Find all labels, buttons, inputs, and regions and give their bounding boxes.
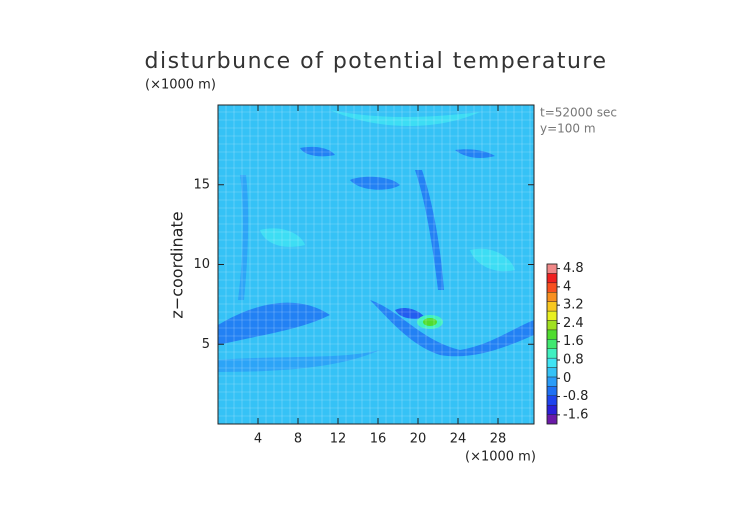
contour-region: [218, 302, 330, 345]
contour-region: [423, 318, 437, 326]
colorbar-swatch: [546, 320, 558, 331]
contour-region: [470, 248, 515, 272]
colorbar-label: -0.8: [563, 389, 588, 404]
contour-region: [350, 176, 400, 190]
colorbar-swatch: [546, 395, 558, 406]
contour-field: [218, 105, 534, 424]
y-tick-label: 15: [193, 177, 210, 192]
x-tick-label: 4: [254, 432, 262, 447]
x-tick-label: 16: [370, 432, 387, 447]
colorbar-swatch: [546, 339, 558, 349]
colorbar-swatch: [546, 301, 558, 312]
x-tick-label: 12: [330, 432, 347, 447]
colorbar-label: 4: [563, 279, 571, 294]
field-background: [218, 105, 534, 424]
annotation: y=100 m: [540, 122, 596, 136]
annotation: t=52000 sec: [540, 106, 617, 120]
y-axis-label: z−coordinate: [168, 211, 187, 318]
x-tick-label: 8: [294, 432, 302, 447]
colorbar-frame: [546, 263, 558, 425]
colorbar-swatch: [546, 357, 558, 368]
contour-region: [370, 300, 534, 357]
contour-region: [238, 175, 249, 300]
contour-region: [330, 110, 480, 126]
colorbar-swatch: [546, 292, 558, 302]
contour-region: [300, 146, 335, 157]
y-unit: (×1000 m): [145, 78, 216, 93]
colorbar-swatch: [546, 273, 558, 284]
contour-region: [455, 149, 495, 158]
x-tick-label: 24: [450, 432, 467, 447]
contour-region: [260, 228, 305, 247]
contour-region: [218, 350, 380, 372]
contour-region: [415, 170, 444, 290]
colorbar-label: -1.6: [563, 407, 588, 422]
colorbar-swatch: [546, 376, 558, 387]
chart-title: disturbunce of potential temperature: [145, 49, 608, 74]
colorbar-swatch: [546, 386, 558, 396]
colorbar-label: 0: [563, 371, 571, 386]
colorbar-label: 1.6: [563, 334, 584, 349]
colorbar-label: 0.8: [563, 353, 584, 368]
colorbar-swatch: [546, 282, 558, 293]
colorbar-swatch: [546, 329, 558, 340]
x-tick-label: 20: [410, 432, 427, 447]
colorbar-label: 3.2: [563, 298, 584, 313]
colorbar-swatch: [546, 404, 558, 415]
x-tick-label: 28: [490, 432, 507, 447]
x-unit: (×1000 m): [465, 450, 536, 465]
colorbar-swatch: [546, 348, 558, 359]
colorbar-swatch: [546, 263, 558, 274]
colorbar-swatch: [546, 414, 558, 425]
colorbar-label: 2.4: [563, 316, 584, 331]
contour-region: [395, 307, 425, 319]
y-tick-label: 10: [193, 257, 210, 272]
colorbar-swatch: [546, 367, 558, 378]
y-tick-label: 5: [202, 337, 210, 352]
colorbar-label: 4.8: [563, 261, 584, 276]
colorbar-swatch: [546, 310, 558, 321]
